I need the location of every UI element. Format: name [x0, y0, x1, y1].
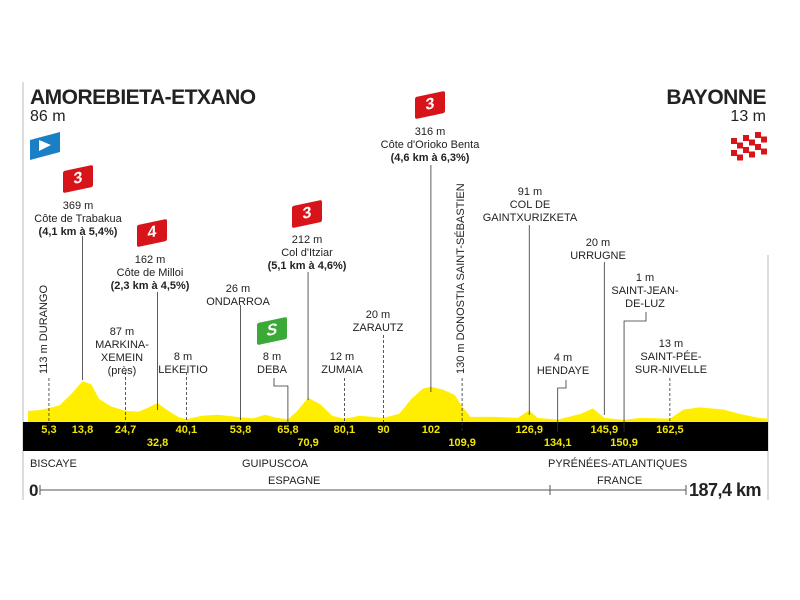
town-zarautz: 20 m ZARAUTZ: [352, 309, 404, 334]
km-mark: 109,9: [448, 437, 476, 449]
km-mark: 32,8: [146, 437, 169, 449]
climb-trabakua: 369 m Côte de Trabakua (4,1 km à 5,4%): [34, 200, 122, 238]
km-band: [23, 422, 768, 451]
km-mark: 145,9: [590, 424, 619, 436]
donostia-label: 130 m DONOSTIA SAINT-SÉBASTIEN: [455, 183, 467, 374]
town-deba: 8 m DEBA: [257, 351, 287, 376]
town-lekeitio: 8 m LEKEITIO: [158, 351, 208, 376]
country-espagne: ESPAGNE: [268, 475, 321, 487]
km-mark: 13,8: [71, 424, 94, 436]
finish-town: BAYONNE: [666, 86, 766, 109]
start-town: AMOREBIETA-ETXANO: [30, 86, 256, 109]
town-saint-jean-de-luz: 1 m SAINT-JEAN- DE-LUZ: [611, 272, 679, 310]
town-urrugne: 20 m URRUGNE: [570, 237, 626, 262]
climb-orioko: 316 m Côte d'Orioko Benta (4,6 km à 6,3%): [380, 126, 480, 164]
km-mark: 80,1: [333, 424, 356, 436]
km-mark: 5,3: [41, 424, 57, 436]
elevation-profile: [28, 381, 769, 422]
town-ondarroa: 26 m ONDARROA: [206, 283, 270, 308]
climb-itziar: 212 m Col d'Itziar (5,1 km à 4,6%): [267, 234, 347, 272]
region-guipuscoa: GUIPUSCOA: [242, 458, 309, 470]
km-mark: 134,1: [543, 437, 572, 449]
region-biscaye: BISCAYE: [30, 458, 77, 470]
marker-line-hendaye: [557, 380, 567, 432]
km-mark: 150,9: [610, 437, 638, 449]
distance-start: 0: [29, 481, 39, 500]
km-mark: 65,8: [277, 424, 299, 436]
km-mark: 70,9: [297, 437, 319, 449]
km-mark: 162,5: [656, 424, 684, 436]
country-france: FRANCE: [597, 475, 643, 487]
km-mark: 53,8: [229, 424, 252, 436]
town-markina: 87 m MARKINA- XEMEIN (près): [95, 326, 149, 377]
km-mark: 126,9: [515, 424, 544, 436]
finish-flag-icon: [731, 130, 767, 162]
town-saint-pee: 13 m SAINT-PÉE- SUR-NIVELLE: [634, 338, 708, 376]
region-pyrenees-atlantiques: PYRÉNÉES-ATLANTIQUES: [548, 458, 688, 470]
durango-label: 113 m DURANGO: [38, 284, 50, 374]
town-hendaye: 4 m HENDAYE: [536, 352, 590, 377]
km-mark: 40,1: [175, 424, 198, 436]
marker-line-saint-jean: [623, 312, 647, 432]
marker-line-deba: [273, 378, 289, 432]
town-zumaia: 12 m ZUMAIA: [321, 351, 363, 376]
col-gaintxurizketa: 91 m COL DE GAINTXURIZKETA: [482, 186, 578, 224]
finish-elevation: 13 m: [730, 108, 766, 125]
play-icon: [39, 140, 51, 151]
km-mark: 90: [377, 424, 390, 436]
km-mark: 102: [421, 424, 441, 436]
start-elevation: 86 m: [30, 108, 66, 125]
climb-milloi: 162 m Côte de Milloi (2,3 km à 4,5%): [110, 254, 190, 292]
distance-total: 187,4 km: [689, 480, 762, 500]
km-mark: 24,7: [114, 424, 137, 436]
